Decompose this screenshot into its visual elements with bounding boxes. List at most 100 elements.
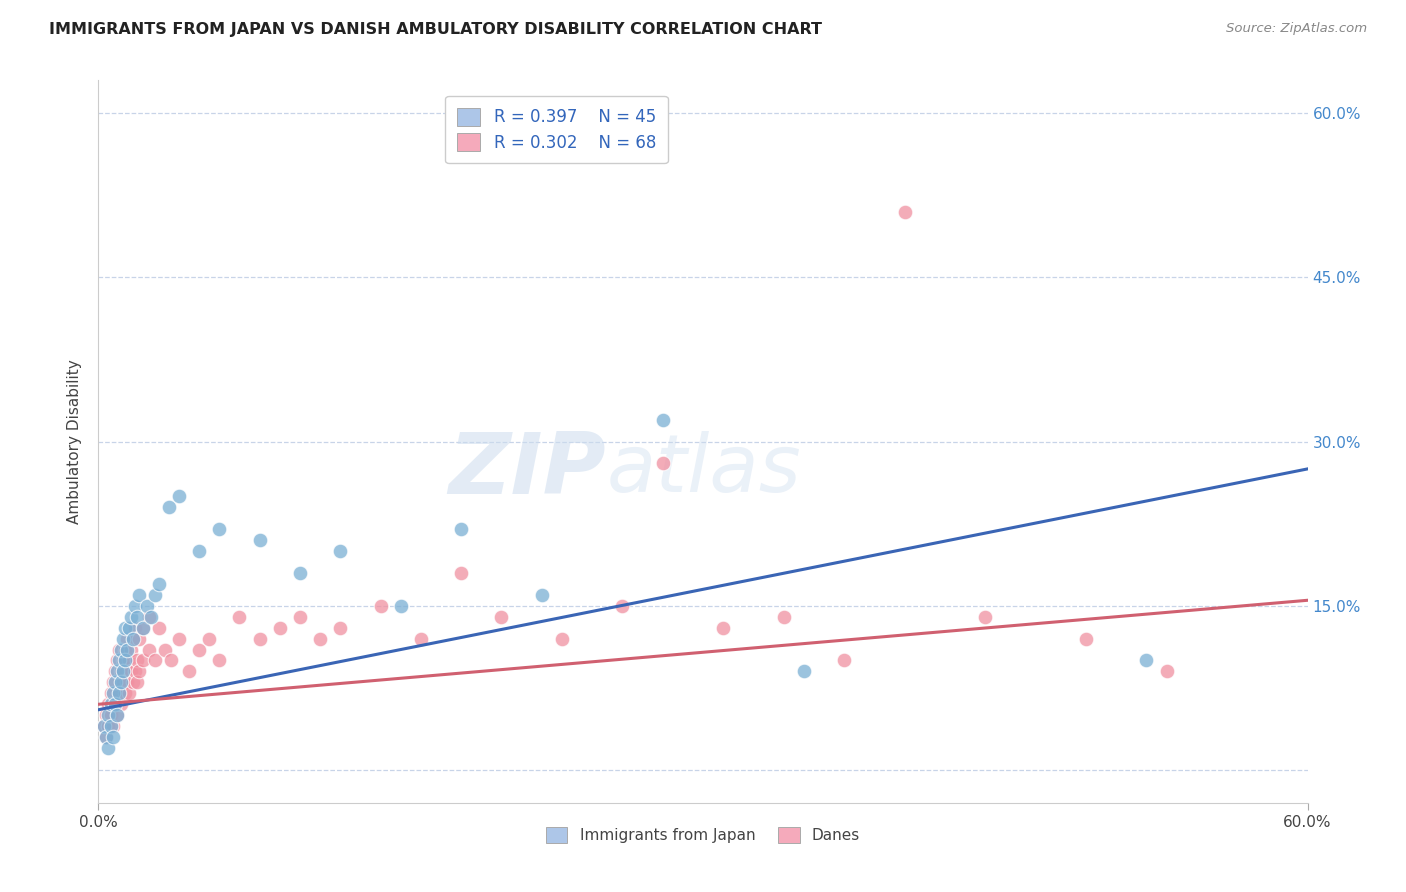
Point xyxy=(97,719,120,733)
Point xyxy=(132,653,155,667)
Point xyxy=(110,642,132,657)
Point xyxy=(409,632,432,646)
Text: atlas: atlas xyxy=(606,432,801,509)
Point xyxy=(832,653,855,667)
Point xyxy=(100,698,122,712)
Point xyxy=(208,522,231,536)
Point xyxy=(128,632,150,646)
Point xyxy=(772,609,794,624)
Point xyxy=(249,533,271,547)
Point xyxy=(111,665,134,679)
Point xyxy=(974,609,997,624)
Point xyxy=(115,642,138,657)
Point xyxy=(103,675,125,690)
Point xyxy=(105,653,128,667)
Point xyxy=(450,522,472,536)
Point xyxy=(97,741,120,756)
Point xyxy=(148,577,170,591)
Point xyxy=(143,653,166,667)
Point xyxy=(128,665,150,679)
Point xyxy=(167,489,190,503)
Point xyxy=(121,632,143,646)
Point xyxy=(370,599,392,613)
Point xyxy=(139,609,162,624)
Point xyxy=(96,708,118,723)
Point xyxy=(551,632,574,646)
Point xyxy=(138,642,160,657)
Point xyxy=(100,719,122,733)
Point xyxy=(101,719,124,733)
Point xyxy=(120,665,142,679)
Point xyxy=(269,621,291,635)
Point xyxy=(105,665,128,679)
Point xyxy=(103,698,125,712)
Point xyxy=(249,632,271,646)
Point xyxy=(143,588,166,602)
Point xyxy=(121,632,143,646)
Point xyxy=(148,621,170,635)
Point xyxy=(1074,632,1097,646)
Text: Source: ZipAtlas.com: Source: ZipAtlas.com xyxy=(1226,22,1367,36)
Point xyxy=(111,675,134,690)
Point xyxy=(530,588,553,602)
Point xyxy=(111,632,134,646)
Point xyxy=(120,642,142,657)
Point xyxy=(103,665,125,679)
Point xyxy=(118,653,141,667)
Point xyxy=(132,621,155,635)
Point xyxy=(157,500,180,515)
Point xyxy=(309,632,332,646)
Point xyxy=(188,642,211,657)
Point xyxy=(160,653,183,667)
Point xyxy=(107,653,129,667)
Point xyxy=(101,686,124,700)
Point xyxy=(125,675,148,690)
Point xyxy=(93,719,115,733)
Point xyxy=(97,698,120,712)
Point xyxy=(118,686,141,700)
Point xyxy=(120,609,142,624)
Point xyxy=(101,675,124,690)
Legend: Immigrants from Japan, Danes: Immigrants from Japan, Danes xyxy=(540,822,866,849)
Point xyxy=(188,544,211,558)
Point xyxy=(793,665,815,679)
Point xyxy=(450,566,472,580)
Point xyxy=(124,599,146,613)
Point xyxy=(111,653,134,667)
Point xyxy=(288,609,311,624)
Point xyxy=(114,686,136,700)
Y-axis label: Ambulatory Disability: Ambulatory Disability xyxy=(67,359,83,524)
Point xyxy=(208,653,231,667)
Point xyxy=(329,621,352,635)
Point xyxy=(491,609,513,624)
Point xyxy=(115,632,138,646)
Point xyxy=(132,621,155,635)
Point xyxy=(1156,665,1178,679)
Point xyxy=(101,730,124,744)
Point xyxy=(114,653,136,667)
Point xyxy=(100,708,122,723)
Point xyxy=(124,665,146,679)
Point xyxy=(96,730,118,744)
Point xyxy=(107,642,129,657)
Point xyxy=(167,632,190,646)
Point xyxy=(114,621,136,635)
Point xyxy=(100,686,122,700)
Point xyxy=(329,544,352,558)
Point xyxy=(110,675,132,690)
Point xyxy=(138,609,160,624)
Point xyxy=(198,632,221,646)
Point xyxy=(179,665,201,679)
Point xyxy=(115,675,138,690)
Point xyxy=(110,698,132,712)
Point xyxy=(153,642,176,657)
Point xyxy=(103,698,125,712)
Point xyxy=(288,566,311,580)
Point xyxy=(893,204,915,219)
Point xyxy=(93,719,115,733)
Text: IMMIGRANTS FROM JAPAN VS DANISH AMBULATORY DISABILITY CORRELATION CHART: IMMIGRANTS FROM JAPAN VS DANISH AMBULATO… xyxy=(49,22,823,37)
Point xyxy=(125,653,148,667)
Point xyxy=(135,599,157,613)
Point xyxy=(114,642,136,657)
Point xyxy=(125,609,148,624)
